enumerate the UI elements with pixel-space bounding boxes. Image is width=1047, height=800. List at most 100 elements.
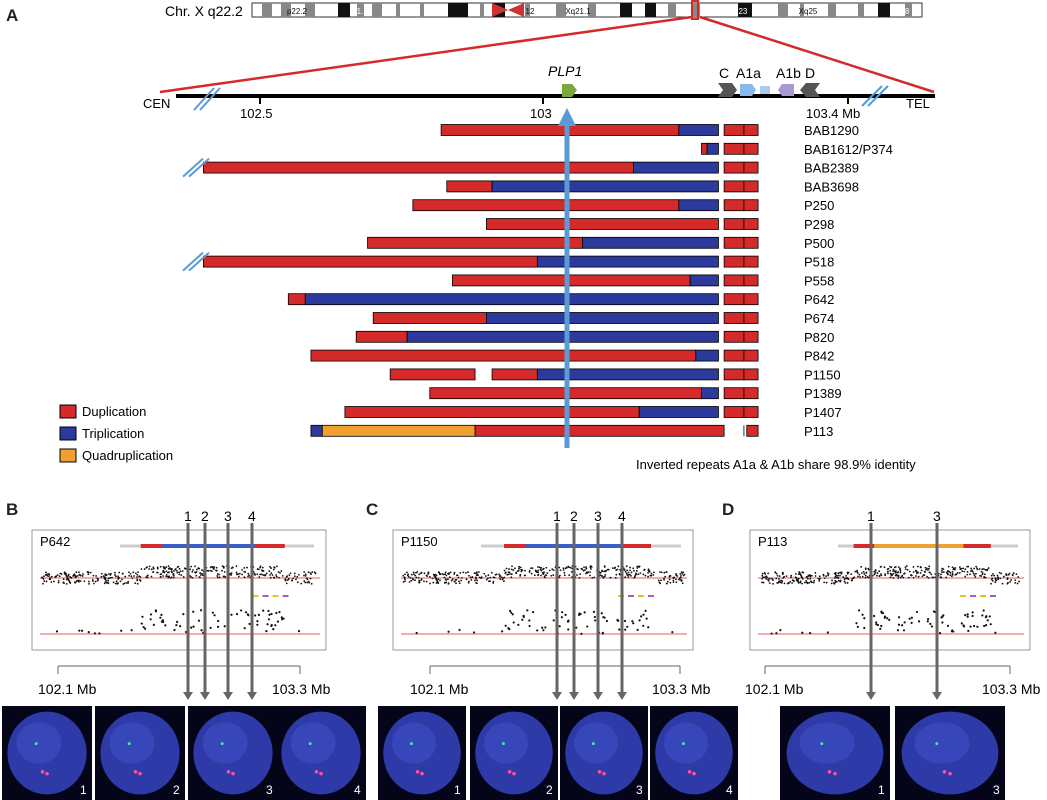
legend-label-trip: Triplication <box>82 426 144 441</box>
cnv-segment-trip <box>310 424 323 437</box>
cnv-segment-dup <box>355 330 408 343</box>
array-panel-p113: P113 102.1 Mb 103.3 Mb 1 3 1 3 <box>745 508 1041 800</box>
cnv-segment-quad <box>321 424 476 437</box>
sample-label: P1389 <box>804 386 842 401</box>
repeat-d-marker <box>800 83 820 97</box>
track-row: P298 <box>485 217 834 232</box>
fish-image: 4 <box>650 706 738 800</box>
cnv-segment-trip <box>678 199 719 212</box>
track-row: BAB1290 <box>440 123 859 138</box>
identity-note: Inverted repeats A1a & A1b share 98.9% i… <box>636 457 916 472</box>
cnv-segment-trip <box>701 387 719 400</box>
track-row: P113 <box>310 424 833 439</box>
tel-label: TEL <box>906 96 930 111</box>
cnv-segment-dup <box>446 180 493 193</box>
ideogram-band <box>305 3 315 17</box>
ideogram-band-label: q24 <box>761 7 775 16</box>
cnv-segment-trip <box>689 274 719 287</box>
cnv-segment-dup <box>367 236 584 249</box>
axis-tick-label: 103 <box>530 106 552 121</box>
cnv-segment-trip <box>536 368 719 381</box>
cnv-segment-trip <box>491 180 719 193</box>
probe-label: 1 <box>553 508 561 524</box>
legend-swatch-dup <box>59 404 77 419</box>
repeat-c-label: C <box>719 65 729 81</box>
cnv-segment-trip <box>582 236 719 249</box>
fish-image: 2 <box>470 706 558 800</box>
array-data-points <box>41 565 317 635</box>
cnv-segment-dup <box>723 293 759 306</box>
break-bab2389 <box>182 157 204 178</box>
array-sample-label: P1150 <box>401 534 438 549</box>
ideogram-band <box>668 3 676 17</box>
ideogram-band <box>396 3 400 17</box>
cnv-tracks: BAB1290 BAB1612/P374 BAB2389 BAB3698 P250 P29… <box>182 123 893 439</box>
sample-label: P250 <box>804 198 834 213</box>
cnv-segment-dup <box>485 218 719 230</box>
cnv-segment-dup <box>491 368 538 381</box>
probe-label: 4 <box>248 508 256 524</box>
cnv-segment-trip <box>678 124 719 136</box>
sample-label: P113 <box>804 424 833 439</box>
fish-image: 4 <box>276 706 366 800</box>
cnv-segment-dup <box>440 124 680 136</box>
cnv-segment-dup <box>723 312 759 324</box>
cnv-segment-dup <box>723 180 759 193</box>
cnv-segment-trip <box>536 255 719 268</box>
ideogram: Chr. X q22.2 p22.2 21.1 12 Xq21.1 Xq23 q24 Xq2… <box>165 0 923 20</box>
cnv-segment-dup <box>723 199 759 212</box>
fish-image: 1 <box>378 706 466 800</box>
cnv-segment-dup <box>474 424 725 437</box>
track-row: P558 <box>452 273 834 288</box>
cnv-segment-trip <box>706 142 719 155</box>
sample-label: P674 <box>804 311 834 326</box>
cnv-segment-dup <box>723 387 759 400</box>
sample-label: P1407 <box>804 405 842 420</box>
cnv-segment-dup <box>372 312 487 324</box>
sample-label: P820 <box>804 330 834 345</box>
axis-break-left <box>193 87 221 111</box>
fish-image: 1 <box>780 706 890 800</box>
repeat-a1b-label: A1b <box>776 65 801 81</box>
probe-label: 3 <box>933 508 941 524</box>
fish-image-number: 2 <box>173 783 180 797</box>
ideogram-band <box>525 3 530 17</box>
cnv-segment-dup <box>723 161 759 174</box>
panel-label-a: A <box>6 6 19 25</box>
sample-label: BAB1612/P374 <box>804 142 893 157</box>
cnv-segment-dup <box>723 406 759 418</box>
probe-label: 2 <box>570 508 578 524</box>
array-plot-frame <box>31 529 327 651</box>
ideogram-band <box>338 3 350 17</box>
ideogram-band <box>800 3 804 17</box>
plp1-arrow <box>558 108 576 448</box>
ideogram-band <box>878 3 890 17</box>
legend-label-dup: Duplication <box>82 404 146 419</box>
sample-label: P1150 <box>804 367 841 382</box>
array-sample-label: P113 <box>758 534 787 549</box>
array-axis-left: 102.1 Mb <box>410 681 469 697</box>
ideogram-band <box>480 3 484 17</box>
track-row: P518 <box>202 255 834 270</box>
cnv-segment-dup <box>701 142 708 155</box>
fish-image: 2 <box>95 706 185 800</box>
break-bab2389 <box>188 157 210 178</box>
cnv-segment-dup <box>389 368 476 381</box>
fish-image-number: 2 <box>546 783 553 797</box>
track-row: P500 <box>367 236 834 251</box>
probe-label: 1 <box>867 508 875 524</box>
ideogram-band <box>645 3 656 17</box>
sample-label: P518 <box>804 255 834 270</box>
legend-swatch-quad <box>59 448 77 463</box>
ideogram-band-label: 21.1 <box>352 7 368 16</box>
array-sample-label: P642 <box>40 534 70 549</box>
track-row: P250 <box>412 198 834 213</box>
track-row: BAB1612/P374 <box>701 142 893 157</box>
ideogram-band <box>588 3 596 17</box>
ideogram-band-label: Xq21.1 <box>565 7 591 16</box>
sample-label: P558 <box>804 273 834 288</box>
fish-image: 1 <box>2 706 92 800</box>
sample-label: BAB2389 <box>804 161 859 176</box>
